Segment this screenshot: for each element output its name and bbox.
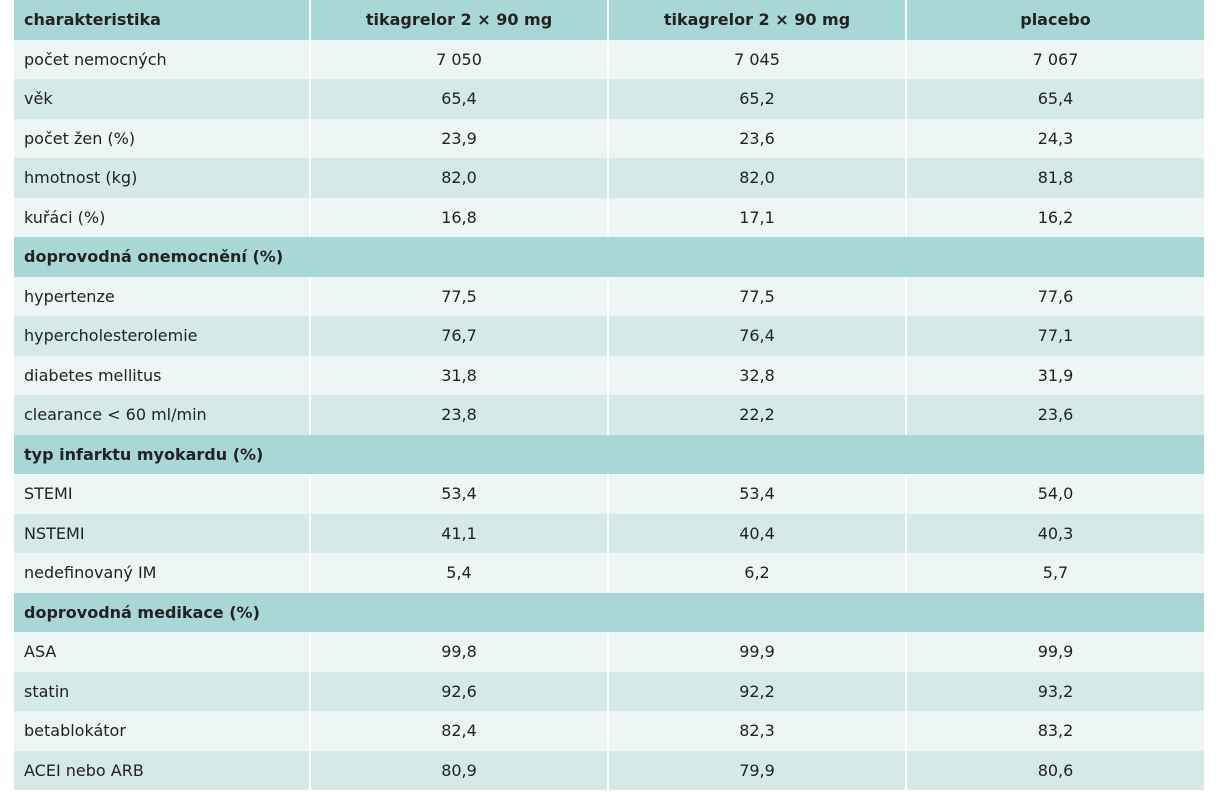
value-cell: 5,7 xyxy=(905,553,1204,593)
value-cell: 23,6 xyxy=(905,395,1204,435)
data-row: kuřáci (%) 16,8 17,1 16,2 xyxy=(14,197,1204,237)
data-row: hypertenze 77,5 77,5 77,6 xyxy=(14,276,1204,316)
value-cell: 82,4 xyxy=(309,711,608,751)
value-cell: 17,1 xyxy=(607,197,906,237)
data-row: statin 92,6 92,2 93,2 xyxy=(14,671,1204,711)
value-cell: 41,1 xyxy=(309,513,608,553)
value-cell: 99,8 xyxy=(309,632,608,672)
row-label: věk xyxy=(14,79,310,119)
value-cell: 23,8 xyxy=(309,395,608,435)
value-cell: 6,2 xyxy=(607,553,906,593)
value-cell: 16,2 xyxy=(905,197,1204,237)
value-cell: 81,8 xyxy=(905,158,1204,198)
data-row: počet žen (%) 23,9 23,6 24,3 xyxy=(14,118,1204,158)
row-label: hmotnost (kg) xyxy=(14,158,310,198)
section-label: doprovodná onemocnění (%) xyxy=(14,237,1204,277)
row-label: hypertenze xyxy=(14,276,310,316)
value-cell: 22,2 xyxy=(607,395,906,435)
row-label: hypercholesterolemie xyxy=(14,316,310,356)
value-cell: 24,3 xyxy=(905,118,1204,158)
row-label: ASA xyxy=(14,632,310,672)
value-cell: 7 067 xyxy=(905,39,1204,79)
section-row: doprovodná onemocnění (%) xyxy=(14,237,1204,277)
data-row: ACEI nebo ARB 80,9 79,9 80,6 xyxy=(14,750,1204,790)
value-cell: 23,6 xyxy=(607,118,906,158)
value-cell: 40,4 xyxy=(607,513,906,553)
data-row: ASA 99,8 99,9 99,9 xyxy=(14,632,1204,672)
value-cell: 79,9 xyxy=(607,750,906,790)
data-row: počet nemocných 7 050 7 045 7 067 xyxy=(14,39,1204,79)
value-cell: 7 045 xyxy=(607,39,906,79)
value-cell: 65,2 xyxy=(607,79,906,119)
value-cell: 76,4 xyxy=(607,316,906,356)
header-cell: placebo xyxy=(905,0,1204,40)
value-cell: 54,0 xyxy=(905,474,1204,514)
value-cell: 99,9 xyxy=(905,632,1204,672)
value-cell: 82,0 xyxy=(607,158,906,198)
data-row: STEMI 53,4 53,4 54,0 xyxy=(14,474,1204,514)
section-label: doprovodná medikace (%) xyxy=(14,592,1204,632)
data-row: hmotnost (kg) 82,0 82,0 81,8 xyxy=(14,158,1204,198)
row-label: betablokátor xyxy=(14,711,310,751)
header-cell: tikagrelor 2 × 90 mg xyxy=(607,0,906,40)
data-row: diabetes mellitus 31,8 32,8 31,9 xyxy=(14,355,1204,395)
data-row: betablokátor 82,4 82,3 83,2 xyxy=(14,711,1204,751)
value-cell: 53,4 xyxy=(607,474,906,514)
row-label: počet nemocných xyxy=(14,39,310,79)
value-cell: 92,6 xyxy=(309,671,608,711)
header-cell: charakteristika xyxy=(14,0,310,40)
value-cell: 77,6 xyxy=(905,276,1204,316)
table-body: počet nemocných 7 050 7 045 7 067 věk 65,4 65,… xyxy=(14,39,1204,790)
value-cell: 65,4 xyxy=(309,79,608,119)
header-cell: tikagrelor 2 × 90 mg xyxy=(309,0,608,40)
data-row: clearance < 60 ml/min 23,8 22,2 23,6 xyxy=(14,395,1204,435)
header-row: charakteristika tikagrelor 2 × 90 mg tikag… xyxy=(14,0,1204,40)
section-row: typ infarktu myokardu (%) xyxy=(14,434,1204,474)
row-label: nedefinovaný IM xyxy=(14,553,310,593)
row-label: kuřáci (%) xyxy=(14,197,310,237)
value-cell: 82,0 xyxy=(309,158,608,198)
value-cell: 77,5 xyxy=(607,276,906,316)
value-cell: 16,8 xyxy=(309,197,608,237)
value-cell: 93,2 xyxy=(905,671,1204,711)
value-cell: 23,9 xyxy=(309,118,608,158)
row-label: clearance < 60 ml/min xyxy=(14,395,310,435)
value-cell: 77,5 xyxy=(309,276,608,316)
value-cell: 80,9 xyxy=(309,750,608,790)
section-row: doprovodná medikace (%) xyxy=(14,592,1204,632)
value-cell: 31,9 xyxy=(905,355,1204,395)
value-cell: 99,9 xyxy=(607,632,906,672)
value-cell: 83,2 xyxy=(905,711,1204,751)
data-row: nedefinovaný IM 5,4 6,2 5,7 xyxy=(14,553,1204,593)
value-cell: 53,4 xyxy=(309,474,608,514)
data-row: věk 65,4 65,2 65,4 xyxy=(14,79,1204,119)
value-cell: 80,6 xyxy=(905,750,1204,790)
value-cell: 40,3 xyxy=(905,513,1204,553)
value-cell: 5,4 xyxy=(309,553,608,593)
row-label: diabetes mellitus xyxy=(14,355,310,395)
row-label: NSTEMI xyxy=(14,513,310,553)
value-cell: 92,2 xyxy=(607,671,906,711)
row-label: statin xyxy=(14,671,310,711)
data-table: charakteristika tikagrelor 2 × 90 mg tikag… xyxy=(14,0,1204,790)
row-label: STEMI xyxy=(14,474,310,514)
value-cell: 32,8 xyxy=(607,355,906,395)
value-cell: 31,8 xyxy=(309,355,608,395)
row-label: ACEI nebo ARB xyxy=(14,750,310,790)
data-row: NSTEMI 41,1 40,4 40,3 xyxy=(14,513,1204,553)
value-cell: 76,7 xyxy=(309,316,608,356)
row-label: počet žen (%) xyxy=(14,118,310,158)
section-label: typ infarktu myokardu (%) xyxy=(14,434,1204,474)
value-cell: 82,3 xyxy=(607,711,906,751)
data-row: hypercholesterolemie 76,7 76,4 77,1 xyxy=(14,316,1204,356)
value-cell: 77,1 xyxy=(905,316,1204,356)
value-cell: 7 050 xyxy=(309,39,608,79)
value-cell: 65,4 xyxy=(905,79,1204,119)
